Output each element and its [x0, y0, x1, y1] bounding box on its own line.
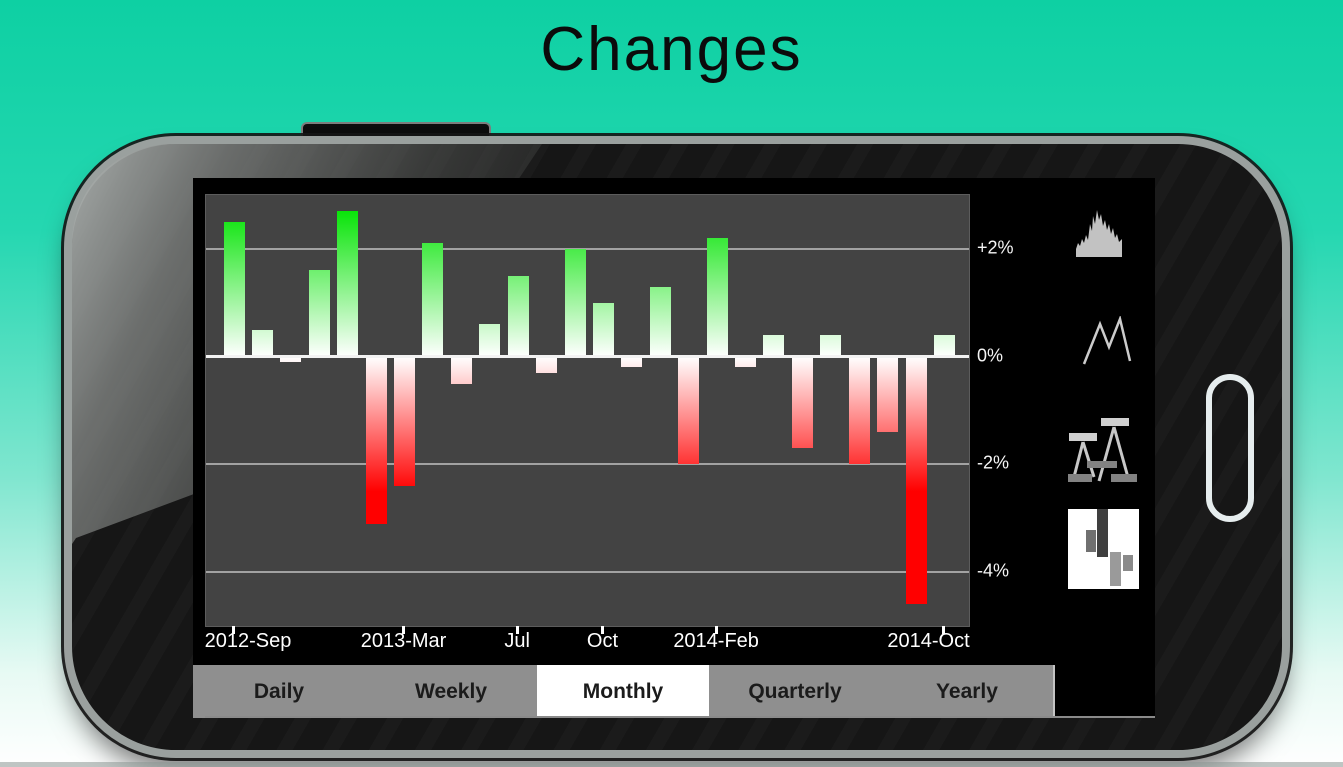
x-axis-tick: [231, 626, 235, 634]
gridline: [206, 463, 969, 466]
bar-2013-Jul: [507, 275, 529, 357]
bar-2014-Oct: [934, 335, 955, 357]
surface-line: [0, 762, 1343, 767]
x-axis-label: 2013-Mar: [360, 630, 447, 652]
tab-daily[interactable]: Daily: [253, 679, 305, 703]
tab-quarterly[interactable]: Quarterly: [748, 679, 842, 703]
y-axis-label: 0%: [977, 345, 1004, 366]
bar-2012-Dec: [308, 270, 330, 357]
bar-2013-Mar: [394, 356, 416, 486]
bar-2013-Dec: [649, 286, 671, 357]
bar-2012-Nov: [280, 356, 302, 362]
bar-2014-Mar: [735, 356, 757, 368]
bar-2013-Nov: [621, 356, 643, 368]
x-axis-tick: [515, 626, 519, 634]
y-axis-label: -2%: [977, 452, 1010, 473]
bar-2014-Jul: [848, 356, 870, 465]
gridline: [206, 247, 969, 250]
bar-2013-Oct: [592, 302, 614, 357]
screen-bottom-line: [205, 716, 1155, 718]
x-axis-tick: [600, 626, 604, 634]
zero-line: [206, 355, 969, 359]
bar-2013-Aug: [536, 356, 558, 373]
home-button[interactable]: [1206, 374, 1254, 522]
bar-2014-Sep: [905, 356, 927, 605]
phone-screen: +2% 0% -2% -4% 2012-Sep 2013-Mar Jul Oct 2014-F…: [193, 178, 1155, 718]
bar-2013-Feb: [365, 356, 387, 524]
tab-weekly[interactable]: Weekly: [415, 679, 487, 703]
y-axis-label: +2%: [977, 237, 1014, 258]
x-axis-label: Jul: [504, 630, 530, 652]
x-axis-tick: [714, 626, 718, 634]
x-axis-label: 2014-Oct: [887, 630, 970, 652]
tab-monthly[interactable]: Monthly: [537, 665, 709, 718]
x-axis-tick: [402, 626, 406, 634]
bar-2014-May: [791, 356, 813, 449]
bar-2013-Apr: [422, 243, 444, 357]
bar-2012-Oct: [251, 329, 273, 357]
area-chart-icon[interactable]: [1076, 209, 1136, 257]
line-chart-icon[interactable]: [1082, 316, 1132, 366]
period-tabbar: Daily Weekly Monthly Quarterly Yearly: [193, 665, 1055, 718]
bar-2014-Apr: [763, 335, 785, 357]
bar-2012-Sep: [223, 221, 245, 357]
tab-yearly[interactable]: Yearly: [936, 679, 998, 703]
candlestick-chart-icon[interactable]: [1068, 416, 1140, 484]
x-axis-label: 2012-Sep: [204, 630, 292, 652]
x-axis-label: Oct: [586, 630, 619, 652]
y-axis-label: -4%: [977, 560, 1010, 581]
bar-2014-Jan: [678, 356, 700, 465]
gridline: [206, 571, 969, 574]
bar-2014-Jun: [820, 335, 842, 357]
bar-2013-May: [450, 356, 472, 384]
bar-2013-Jan: [337, 211, 359, 357]
bar-2013-Jun: [479, 324, 501, 357]
page-title: Changes: [540, 15, 803, 84]
x-axis-tick: [942, 626, 945, 634]
bar-2014-Aug: [877, 356, 899, 433]
bar-2014-Feb: [706, 238, 728, 357]
bar-chart-plot: [205, 194, 970, 627]
change-bars-icon[interactable]: [1068, 509, 1139, 589]
x-axis-label: 2014-Feb: [673, 630, 759, 652]
bar-2013-Sep: [564, 248, 586, 357]
